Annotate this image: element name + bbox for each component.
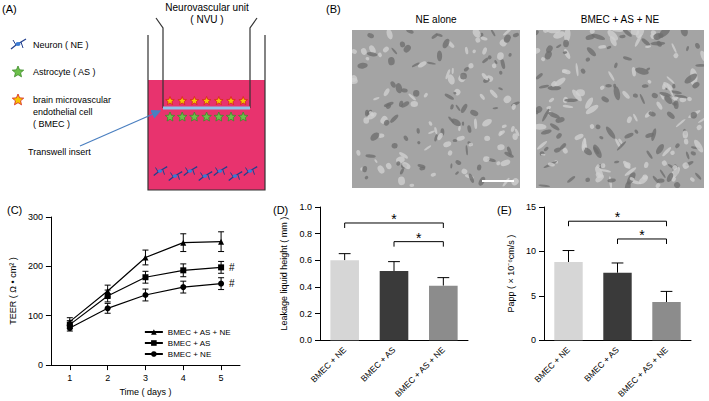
- svg-text:0.8: 0.8: [299, 229, 312, 239]
- svg-text:0.6: 0.6: [299, 255, 312, 265]
- svg-text:300: 300: [28, 212, 43, 222]
- svg-text:200: 200: [28, 261, 43, 271]
- svg-text:Astrocyte ( AS ): Astrocyte ( AS ): [33, 67, 96, 77]
- svg-text:0: 0: [38, 360, 43, 370]
- svg-text:*: *: [615, 209, 621, 225]
- svg-text:BMEC + AS + NE: BMEC + AS + NE: [168, 328, 231, 337]
- svg-text:100: 100: [28, 311, 43, 321]
- svg-text:Neuron ( NE ): Neuron ( NE ): [33, 40, 89, 50]
- svg-text:#: #: [229, 278, 235, 289]
- svg-text:Time ( days ): Time ( days ): [119, 387, 171, 397]
- svg-text:Transwell insert: Transwell insert: [28, 147, 91, 157]
- svg-text:0.2: 0.2: [299, 309, 312, 319]
- svg-text:0.4: 0.4: [299, 282, 312, 292]
- svg-text:BMEC + AS: BMEC + AS: [582, 344, 621, 383]
- svg-text:BMEC + AS: BMEC + AS: [168, 339, 210, 348]
- svg-text:1.0: 1.0: [299, 202, 312, 212]
- svg-text:( BMEC ): ( BMEC ): [33, 119, 70, 129]
- svg-text:4: 4: [181, 373, 186, 383]
- svg-text:10: 10: [526, 246, 536, 256]
- svg-text:BMEC + NE: BMEC + NE: [309, 344, 349, 384]
- svg-text:*: *: [416, 230, 422, 246]
- svg-text:BMEC + NE: BMEC + NE: [532, 344, 572, 384]
- svg-text:(D): (D): [273, 204, 288, 216]
- svg-text:15: 15: [526, 202, 536, 212]
- svg-text:( NVU ): ( NVU ): [190, 14, 223, 25]
- svg-text:2: 2: [105, 373, 110, 383]
- svg-text:*: *: [391, 211, 397, 227]
- svg-text:1: 1: [67, 373, 72, 383]
- svg-text:#: #: [229, 262, 235, 273]
- svg-text:BMEC + AS + NE: BMEC + AS + NE: [393, 344, 447, 398]
- svg-text:BMEC + AS + NE: BMEC + AS + NE: [581, 14, 660, 25]
- svg-text:BMEC + AS + NE: BMEC + AS + NE: [616, 344, 670, 398]
- svg-text:Papp ( × 10⁻⁶cm/s ): Papp ( × 10⁻⁶cm/s ): [506, 235, 516, 313]
- svg-text:*: *: [639, 227, 645, 243]
- svg-text:3: 3: [143, 373, 148, 383]
- svg-text:BMEC + NE: BMEC + NE: [168, 350, 211, 359]
- svg-text:(B): (B): [326, 3, 341, 15]
- svg-text:0.0: 0.0: [299, 335, 312, 345]
- svg-text:Neurovascular unit: Neurovascular unit: [165, 2, 249, 13]
- svg-text:brain microvascular: brain microvascular: [33, 95, 111, 105]
- svg-text:NE alone: NE alone: [415, 14, 457, 25]
- svg-text:endothelial cell: endothelial cell: [33, 107, 93, 117]
- svg-text:Leakage liquid height ( mm ): Leakage liquid height ( mm ): [279, 217, 289, 331]
- svg-text:(A): (A): [2, 3, 17, 15]
- svg-text:TEER ( Ω • cm² ): TEER ( Ω • cm² ): [8, 257, 18, 324]
- svg-text:5: 5: [531, 291, 536, 301]
- svg-text:0: 0: [531, 335, 536, 345]
- svg-text:(C): (C): [7, 204, 22, 216]
- svg-text:5: 5: [219, 373, 224, 383]
- svg-text:BMEC + AS: BMEC + AS: [359, 344, 398, 383]
- svg-text:(E): (E): [497, 204, 512, 216]
